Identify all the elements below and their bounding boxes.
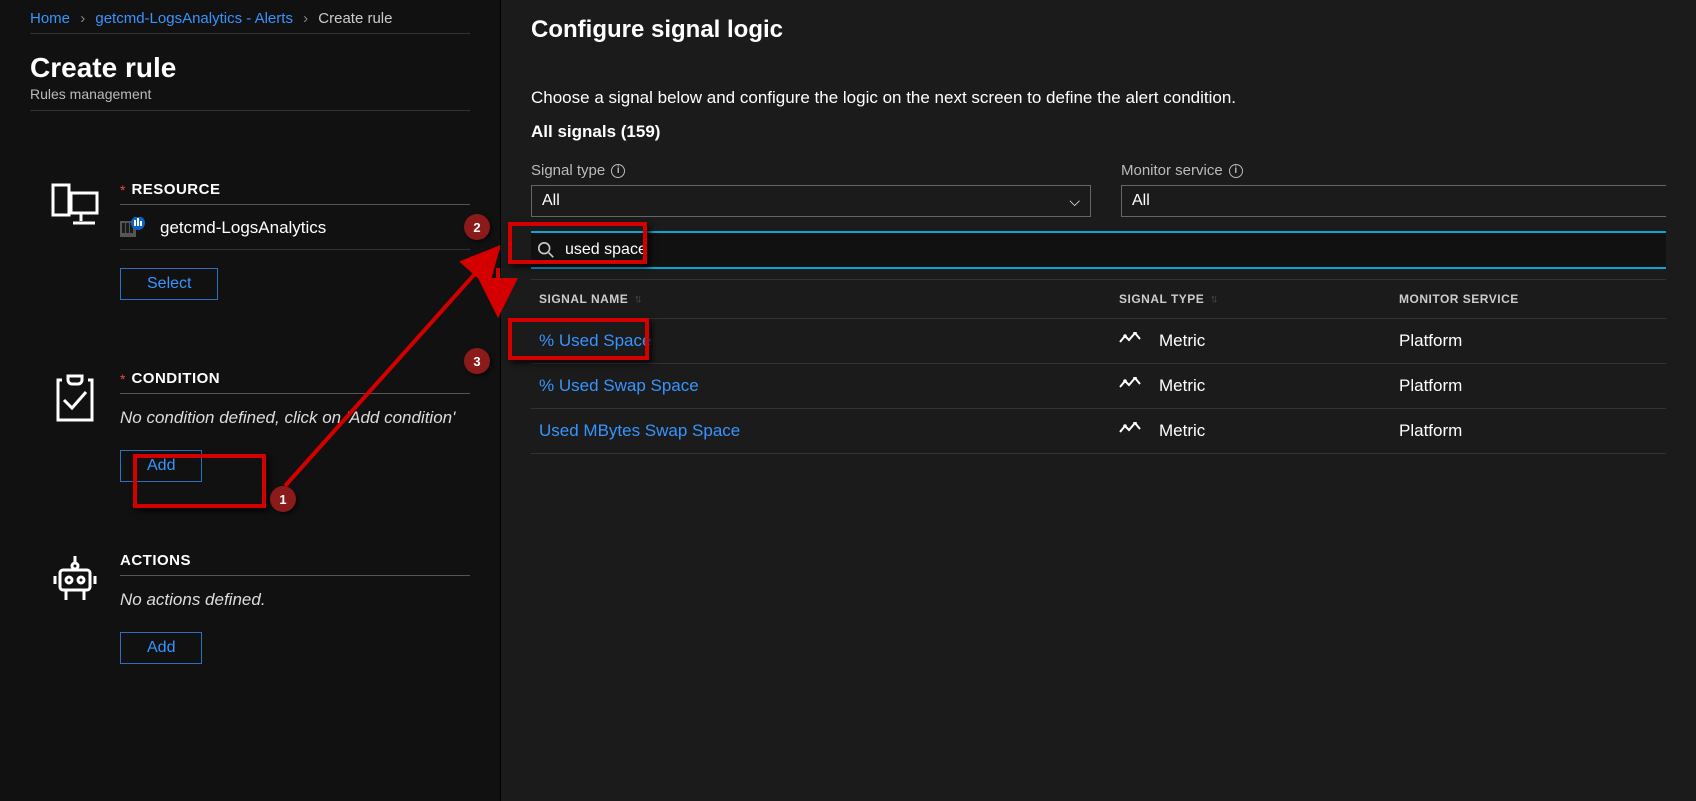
actions-label: ACTIONS [120,552,191,569]
search-icon [537,241,555,259]
info-icon[interactable]: i [611,164,625,178]
resource-name: getcmd-LogsAnalytics [160,218,326,238]
breadcrumb-sep-icon: › [80,10,85,27]
monitor-service-value: All [1132,192,1150,210]
condition-note: No condition defined, click on 'Add cond… [120,394,470,432]
breadcrumb-current: Create rule [318,10,392,27]
log-analytics-icon [120,217,148,239]
signal-type-value: Metric [1159,331,1205,351]
condition-label: CONDITION [131,370,220,387]
resource-label: RESOURCE [131,181,220,198]
monitor-service-value: Platform [1399,421,1658,441]
table-header: SIGNAL NAME ↑↓ SIGNAL TYPE ↑↓ MONITOR SE… [531,279,1666,319]
info-icon[interactable]: i [1229,164,1243,178]
section-resource: * RESOURCE getcmd-LogsAnal [30,181,470,300]
monitor-service-value: Platform [1399,331,1658,351]
breadcrumb-alerts[interactable]: getcmd-LogsAnalytics - Alerts [95,10,293,27]
actions-section-icon [30,552,120,664]
section-actions: ACTIONS No actions defined. Add [30,552,470,664]
signal-search-input[interactable] [565,241,1666,259]
signals-table: SIGNAL NAME ↑↓ SIGNAL TYPE ↑↓ MONITOR SE… [531,279,1666,454]
metric-icon [1119,331,1141,351]
signal-name[interactable]: % Used Space [539,331,1119,351]
monitor-service-value: Platform [1399,376,1658,396]
signal-name[interactable]: % Used Swap Space [539,376,1119,396]
annotation-badge-1: 1 [270,486,296,512]
signal-type-label: Signal type [531,162,605,179]
metric-icon [1119,421,1141,441]
select-resource-button[interactable]: Select [120,268,218,300]
actions-note: No actions defined. [120,576,470,614]
signal-name[interactable]: Used MBytes Swap Space [539,421,1119,441]
filter-row: Signal type i All ⌵ Monitor service i Al… [531,162,1666,217]
signal-type-select[interactable]: All ⌵ [531,185,1091,217]
left-panel: Home › getcmd-LogsAnalytics - Alerts › C… [0,0,500,801]
signal-count: All signals (159) [531,122,1666,142]
col-signal-type[interactable]: SIGNAL TYPE [1119,292,1204,306]
monitor-service-select[interactable]: All [1121,185,1666,217]
signal-search[interactable] [531,231,1666,269]
metric-icon [1119,376,1141,396]
col-monitor-service[interactable]: MONITOR SERVICE [1399,292,1519,306]
sort-icon: ↑↓ [1210,293,1215,305]
monitor-service-label: Monitor service [1121,162,1223,179]
add-action-button[interactable]: Add [120,632,202,664]
page-subtitle: Rules management [30,86,470,102]
breadcrumb-home[interactable]: Home [30,10,70,27]
table-row[interactable]: % Used Space Metric Platform [531,319,1666,364]
breadcrumb-sep-icon: › [303,10,308,27]
panel-description: Choose a signal below and configure the … [531,88,1666,108]
required-star: * [120,182,125,198]
chevron-down-icon: ⌵ [1069,193,1080,210]
panel-title: Configure signal logic [531,16,1666,44]
resource-section-icon [30,181,120,300]
add-condition-button[interactable]: Add [120,450,202,482]
signal-type-value: Metric [1159,376,1205,396]
signal-type-value: All [542,192,560,210]
table-row[interactable]: Used MBytes Swap Space Metric Platform [531,409,1666,454]
page-title: Create rule [30,52,470,84]
sort-icon: ↑↓ [634,293,639,305]
section-condition: * CONDITION No condition defined, click … [30,370,470,482]
breadcrumb: Home › getcmd-LogsAnalytics - Alerts › C… [30,0,470,34]
title-divider [30,110,470,111]
signal-type-value: Metric [1159,421,1205,441]
condition-section-icon [30,370,120,482]
required-star: * [120,371,125,387]
table-row[interactable]: % Used Swap Space Metric Platform [531,364,1666,409]
annotation-badge-3: 3 [464,348,490,374]
col-signal-name[interactable]: SIGNAL NAME [539,292,628,306]
signal-logic-panel: Configure signal logic Choose a signal b… [500,0,1696,801]
annotation-badge-2: 2 [464,214,490,240]
